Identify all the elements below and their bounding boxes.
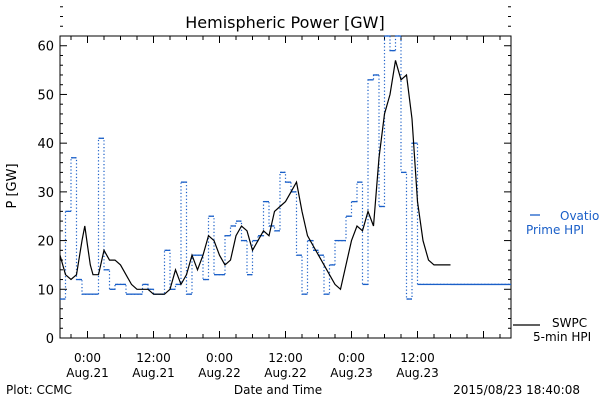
y-tick-label: 50 [37,88,54,103]
x-axis-label: Date and Time [234,383,322,397]
swpc-series [59,60,451,295]
y-tick-label: 40 [37,137,54,152]
x-tick-label-time: 12:00 [268,351,303,365]
y-axis-label: P [GW] [5,163,20,208]
footer-timestamp: 2015/08/23 18:40:08 [453,383,580,397]
footer-source: Plot: CCMC [6,383,72,397]
legend-ovation-label-2: Prime HPI [526,223,584,237]
y-tick-label: 60 [37,40,54,55]
plot-frame [59,35,512,339]
x-tick-label-date: Aug.21 [66,366,109,380]
chart-title: Hemispheric Power [GW] [185,13,384,32]
y-tick-label: 30 [37,186,54,201]
legend: Ovation Prime HPI SWPC 5-min HPI [513,209,600,344]
legend-swpc-label-1: SWPC [552,316,587,330]
ovation-series [60,35,511,300]
x-tick-label-time: 0:00 [338,351,365,365]
x-tick-label-date: Aug.21 [132,366,175,380]
ovation-line [60,35,511,300]
x-tick-label-date: Aug.23 [330,366,373,380]
x-tick-label-time: 12:00 [136,351,171,365]
x-axis-ticks: 0:00Aug.2112:00Aug.210:00Aug.2212:00Aug.… [66,36,501,380]
x-tick-label-time: 0:00 [74,351,101,365]
x-tick-label-date: Aug.23 [396,366,439,380]
x-tick-label-time: 12:00 [400,351,435,365]
plot-area [59,35,512,339]
x-tick-label-date: Aug.22 [264,366,307,380]
legend-swpc-label-2: 5-min HPI [533,330,591,344]
y-tick-label: 20 [37,235,54,250]
legend-ovation-label-1: Ovation [560,209,600,223]
swpc-line [59,60,451,295]
y-axis-ticks: 0 10 20 30 40 50 60 [37,6,511,347]
y-tick-label: 0 [46,332,54,347]
x-tick-label-time: 0:00 [206,351,233,365]
y-tick-label: 10 [37,283,54,298]
x-tick-label-date: Aug.22 [198,366,241,380]
